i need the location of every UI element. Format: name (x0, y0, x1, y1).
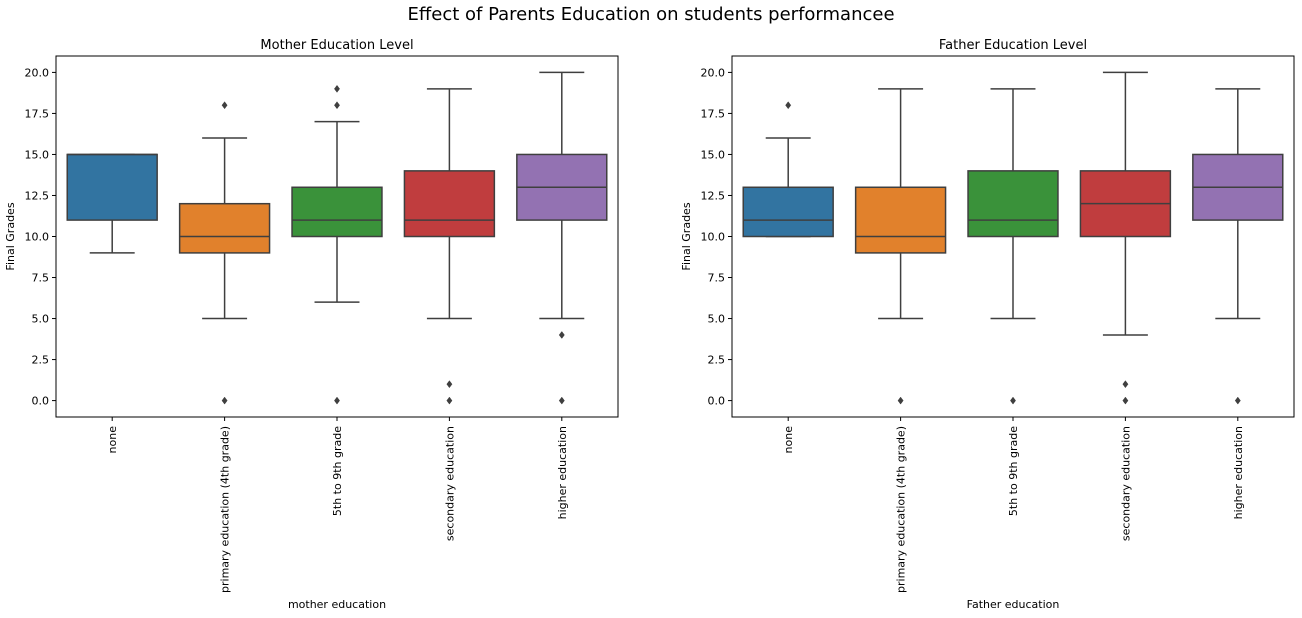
y-tick-label: 0.0 (708, 395, 726, 408)
outlier-point (558, 396, 565, 405)
x-tick-label: primary education (4th grade) (895, 426, 908, 593)
outlier-point (446, 396, 453, 405)
y-tick-label: 17.5 (701, 107, 726, 120)
y-tick-label: 0.0 (32, 395, 50, 408)
y-axis-label: Final Grades (4, 202, 17, 270)
y-tick-label: 2.5 (708, 354, 726, 367)
chart-panel-1: Mother Education Level 0.0 2.5 5.0 7.5 10.0 12… (4, 38, 619, 611)
y-tick-label: 17.5 (25, 107, 50, 120)
box-body (178, 202, 271, 254)
y-tick-label: 2.5 (32, 354, 50, 367)
outlier-point (1234, 396, 1241, 405)
box-1 (742, 101, 834, 238)
box-3 (291, 84, 383, 405)
y-tick-label: 12.5 (25, 189, 50, 202)
y-tick-label: 12.5 (701, 189, 726, 202)
box-4 (1079, 71, 1172, 405)
box-body (742, 186, 834, 238)
y-tick-label: 7.5 (708, 272, 726, 285)
x-tick-label: secondary education (443, 426, 456, 541)
outlier-point (1122, 380, 1129, 389)
figure-suptitle: Effect of Parents Education on students … (407, 4, 895, 25)
outlier-point (334, 396, 340, 405)
x-tick-label: 5th to 9th grade (1007, 426, 1020, 516)
x-tick-label: 5th to 9th grade (331, 426, 344, 516)
x-tick-label: higher education (556, 426, 569, 519)
x-tick-label: secondary education (1119, 426, 1132, 541)
outlier-point (785, 101, 792, 110)
chart-panel-2: Father Education Level 0.0 2.5 5.0 7.5 10.0 12… (680, 38, 1295, 611)
box-1 (66, 153, 158, 254)
chart-title: Father Education Level (939, 38, 1087, 53)
x-tick-label: none (782, 426, 795, 454)
x-tick-label: none (106, 426, 119, 454)
y-tick-label: 15.0 (701, 148, 726, 161)
box-body (854, 186, 947, 254)
y-axis-label: Final Grades (680, 202, 693, 270)
box-4 (403, 88, 496, 405)
outlier-point (1122, 396, 1129, 405)
box-body (291, 186, 383, 238)
x-tick-label: higher education (1232, 426, 1245, 519)
box-2 (854, 88, 947, 405)
box-3 (967, 88, 1059, 405)
outlier-point (446, 380, 453, 389)
box-5 (516, 71, 608, 405)
chart-title: Mother Education Level (260, 38, 413, 53)
outlier-point (558, 331, 565, 339)
box-body (967, 170, 1059, 238)
y-tick-label: 5.0 (708, 313, 726, 326)
x-axis-label: Father education (967, 598, 1060, 611)
outlier-point (221, 101, 228, 110)
y-tick-label: 10.0 (25, 231, 50, 244)
box-5 (1192, 88, 1284, 405)
box-body (403, 170, 496, 238)
box-2 (178, 101, 271, 405)
outlier-point (1010, 396, 1016, 405)
outlier-point (221, 396, 228, 405)
box-body (66, 153, 158, 221)
y-tick-label: 7.5 (32, 272, 50, 285)
y-tick-label: 10.0 (701, 231, 726, 244)
y-tick-label: 20.0 (25, 66, 50, 79)
y-tick-label: 15.0 (25, 148, 50, 161)
y-tick-label: 5.0 (32, 313, 50, 326)
x-tick-label: primary education (4th grade) (219, 426, 232, 593)
x-axis-label: mother education (288, 598, 386, 611)
outlier-point (334, 84, 340, 93)
outlier-point (334, 101, 340, 110)
y-tick-label: 20.0 (701, 66, 726, 79)
outlier-point (897, 396, 904, 405)
